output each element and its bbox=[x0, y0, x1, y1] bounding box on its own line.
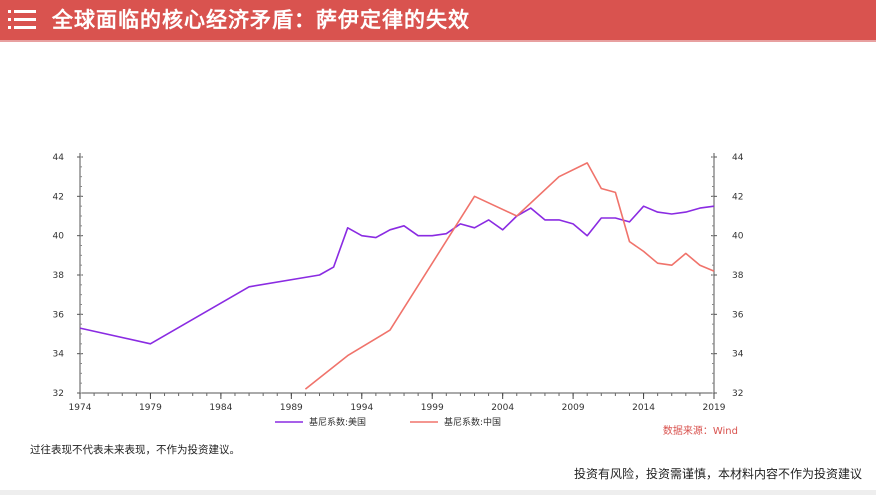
y-tick-label-left: 38 bbox=[53, 271, 65, 281]
series-line-2 bbox=[304, 162, 715, 390]
bottom-divider bbox=[0, 490, 876, 495]
x-tick-label: 1994 bbox=[350, 403, 373, 413]
y-tick-label-right: 32 bbox=[732, 389, 743, 399]
risk-disclaimer: 投资有风险，投资需谨慎，本材料内容不作为投资建议 bbox=[573, 467, 862, 481]
y-tick-label-left: 44 bbox=[53, 153, 65, 163]
y-tick-label-right: 36 bbox=[732, 310, 744, 320]
x-tick-label: 2004 bbox=[491, 403, 514, 413]
header-bar: 全球面临的核心经济矛盾：萨伊定律的失效 bbox=[0, 0, 876, 40]
past-performance-note: 过往表现不代表未来表现，不作为投资建议。 bbox=[30, 444, 240, 456]
y-tick-label-left: 42 bbox=[53, 192, 64, 202]
x-tick-label: 1984 bbox=[209, 403, 232, 413]
y-tick-label-left: 32 bbox=[53, 389, 64, 399]
header-divider bbox=[0, 40, 876, 42]
legend-label-1: 基尼系数:美国 bbox=[309, 416, 366, 428]
series-line-1 bbox=[79, 205, 715, 345]
gini-line-chart: 32 32 34 34 36 36 38 38 40 40 42 42 44 44 1974 1979 1984… bbox=[53, 153, 744, 437]
x-tick-label: 2014 bbox=[632, 403, 655, 413]
y-tick-label-right: 34 bbox=[732, 350, 744, 360]
x-tick-label: 1979 bbox=[139, 403, 162, 413]
y-tick-label-right: 38 bbox=[732, 271, 744, 281]
y-tick-label-right: 44 bbox=[732, 153, 744, 163]
legend-label-2: 基尼系数:中国 bbox=[444, 416, 501, 428]
x-tick-label: 1999 bbox=[421, 403, 444, 413]
x-tick-label: 1974 bbox=[69, 403, 92, 413]
y-tick-label-right: 42 bbox=[732, 192, 743, 202]
list-icon bbox=[8, 10, 36, 29]
x-tick-label: 2009 bbox=[562, 403, 585, 413]
y-tick-label-left: 34 bbox=[53, 350, 65, 360]
page-title: 全球面临的核心经济矛盾：萨伊定律的失效 bbox=[52, 8, 470, 32]
x-tick-label: 1989 bbox=[280, 403, 303, 413]
chart-panel: 32 32 34 34 36 36 38 38 40 40 42 42 44 44 1974 1979 1984… bbox=[30, 137, 766, 437]
source-note: 数据来源：Wind bbox=[663, 424, 738, 437]
x-tick-label: 2019 bbox=[703, 403, 726, 413]
y-tick-label-left: 40 bbox=[53, 232, 65, 242]
y-tick-label-left: 36 bbox=[53, 310, 65, 320]
y-tick-label-right: 40 bbox=[732, 232, 744, 242]
